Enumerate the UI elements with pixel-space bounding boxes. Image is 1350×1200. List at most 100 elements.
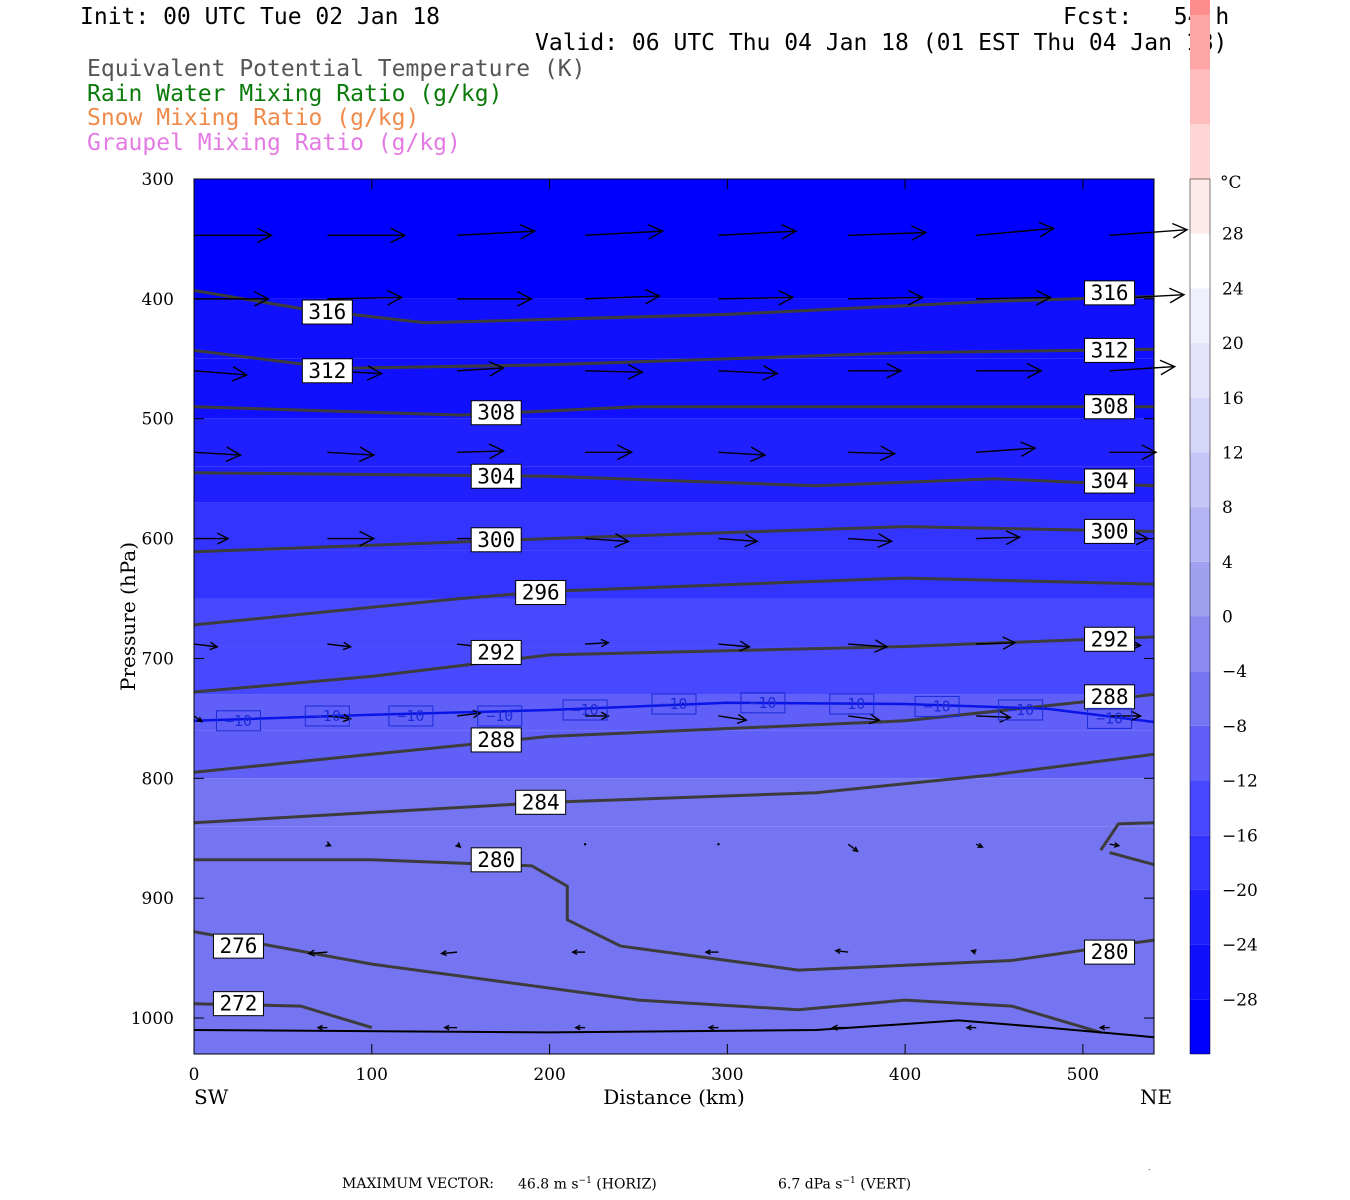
contour-label: 300: [477, 528, 515, 552]
wind-vector: [848, 537, 892, 543]
wind-vector-head: [516, 290, 534, 307]
y-tick-label: 400: [142, 290, 174, 310]
wind-vector: [308, 951, 328, 955]
contour-label: 308: [477, 401, 515, 425]
colorbar-swatch: [1190, 561, 1210, 617]
y-axis-title: Pressure (hPa): [116, 542, 140, 691]
wind-vector: [976, 227, 1054, 237]
wind-vector-head: [647, 224, 665, 240]
wind-vector-head: [834, 948, 841, 955]
wind-vector: [457, 712, 481, 717]
colorbar-swatch: [1190, 397, 1210, 453]
y-tick-label: 1000: [131, 1009, 174, 1029]
plot-frame: [193, 178, 1155, 1055]
wind-vector-head: [907, 289, 925, 306]
wind-vector-head: [316, 1024, 323, 1031]
wind-vector: [718, 296, 793, 300]
legend-rain-water: Rain Water Mixing Ratio (g/kg): [87, 81, 503, 107]
x-tick-label: 500: [1067, 1065, 1099, 1085]
cross-section-chart: 2722762802842882922963003043083123163163…: [116, 0, 1258, 1170]
wind-vector: [585, 370, 643, 373]
wind-vector-head: [877, 533, 894, 549]
contour-label-box: [470, 527, 522, 553]
colorbar-tick-label: −8: [1222, 717, 1247, 737]
temperature-band: [194, 778, 1154, 827]
colorbar-tick-label: 16: [1222, 389, 1244, 409]
contour-label-box: [562, 699, 608, 721]
wind-vector-head: [225, 446, 243, 463]
colorbar-swatch: [1190, 288, 1210, 344]
wind-vector-head: [762, 365, 779, 381]
contour-label-box: [914, 695, 960, 717]
colorbar-tick-label: 8: [1222, 498, 1233, 518]
wind-vector-head: [852, 846, 859, 853]
contour-label: 280: [477, 848, 515, 872]
contour-label: −10: [1096, 709, 1123, 727]
colorbar-tick-label: −28: [1222, 990, 1258, 1010]
colorbar-swatch: [1190, 233, 1210, 289]
wind-vector-head: [342, 713, 353, 723]
wind-vector-head: [209, 641, 219, 651]
wind-vector-head: [778, 289, 795, 306]
wind-vector: [848, 715, 880, 721]
contour-label: −10: [924, 697, 951, 715]
contour-label-box: [470, 847, 522, 873]
contour-label-box: [301, 299, 353, 325]
colorbar-swatch: [1190, 999, 1210, 1054]
contour-label: 284: [522, 790, 560, 814]
wind-vector-head: [868, 713, 881, 725]
wind-vector-head: [256, 227, 274, 244]
wind-vector-head: [358, 446, 376, 463]
temperature-fill: [194, 179, 1154, 1054]
colorbar-tick-label: 28: [1222, 225, 1244, 245]
x-axis-title: Distance (km): [603, 1085, 745, 1109]
colorbar: °C 28 24 20 16 12 8 4 0 −4 −8 −12 −16 −20 −24 −28: [1189, 0, 1258, 1055]
wind-vector-head: [617, 444, 634, 461]
colorbar-swatch: [1190, 124, 1210, 179]
isotherm-contour: [193, 701, 1155, 724]
wind-vector: [327, 643, 351, 648]
max-vector-label: MAXIMUM VECTOR:: [342, 1176, 494, 1192]
wind-vector: [718, 230, 796, 237]
colorbar-swatch: [1190, 14, 1210, 70]
terrain-line: [193, 1019, 1155, 1039]
wind-vector: [848, 643, 888, 648]
contour-label: 276: [219, 934, 257, 958]
wind-vector: [718, 715, 747, 721]
contour-label: −10: [314, 707, 341, 725]
contour-label-box: [301, 358, 353, 384]
wind-vector: [718, 537, 758, 543]
contour-label-box: [740, 692, 786, 714]
contour-label-box: [829, 693, 875, 715]
wind-vector-head: [644, 288, 662, 305]
y-tick-label: 600: [142, 530, 174, 550]
wind-vector-head: [1130, 710, 1143, 722]
contour-label-box: [215, 710, 261, 732]
wind-vector: [848, 451, 895, 455]
theta-e-contour: [1109, 851, 1155, 867]
wind-vector: [193, 370, 247, 376]
wind-vector-head: [359, 530, 376, 547]
x-tick-label: 200: [533, 1065, 565, 1085]
temperature-band: [194, 826, 1154, 1054]
wind-vector-head: [739, 640, 751, 652]
wind-vector-head: [325, 841, 332, 847]
temperature-band: [194, 502, 1154, 551]
y-tick-label: 800: [142, 769, 174, 789]
wind-vector-head: [1005, 530, 1022, 546]
isotherm-line: [193, 701, 1155, 724]
wind-vector-head: [781, 224, 798, 240]
wind-vector: [976, 296, 1051, 300]
colorbar-tick-label: 0: [1222, 608, 1233, 628]
theta-e-contour: [193, 525, 1155, 554]
wind-vector: [718, 643, 750, 648]
max-vector-vert: 6.7 dPa s−1 (VERT): [778, 1176, 912, 1193]
wind-vector-head: [600, 711, 610, 721]
contour-label-box: [1087, 707, 1133, 729]
axes: 0 100 200 300 400 500 300 400 500 600 700 800 900 100…: [116, 170, 1172, 1109]
wind-vector-head: [736, 713, 748, 724]
colorbar-swatch: [1190, 616, 1210, 672]
wind-vector-head: [1169, 287, 1186, 304]
contour-label-box: [515, 789, 567, 815]
colorbar-tick-label: 20: [1222, 334, 1244, 354]
